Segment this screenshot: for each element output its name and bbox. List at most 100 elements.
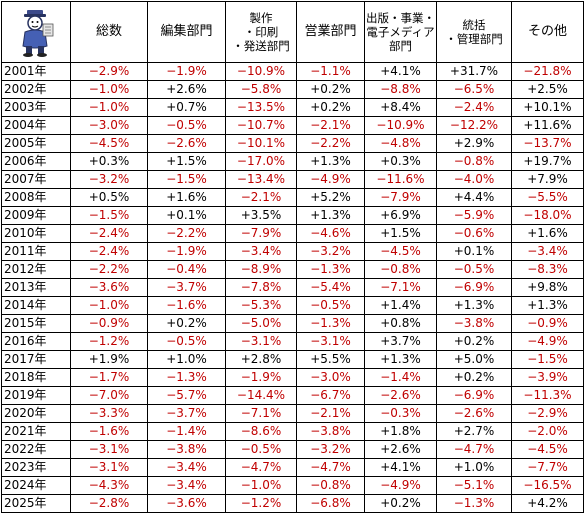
value-cell: −0.3% [364,404,437,423]
value-cell: −8.3% [511,260,584,279]
table-row: 2020年 −3.3% −3.7% −7.1% −2.1% −0.3% −2.6% −2.9% [1,404,584,423]
header-line: 編集部門 [160,24,213,39]
value-cell: −10.1% [225,134,297,153]
year-cell: 2018年 [1,368,71,387]
value-cell: −7.7% [511,458,584,477]
value-cell: −4.3% [70,476,148,495]
value-cell: −6.7% [296,386,365,405]
value-cell: +31.7% [436,62,512,81]
value-cell: +2.6% [147,80,226,99]
value-cell: −11.6% [364,170,437,189]
table-row: 2022年 −3.1% −3.8% −0.5% −3.2% +2.6% −4.7% −4.5% [1,440,584,459]
header-line: 部門 [389,39,412,53]
table-row: 2013年 −3.6% −3.7% −7.8% −5.4% −7.1% −6.9% +9.8% [1,278,584,297]
table-row: 2017年 +1.9% +1.0% +2.8% +5.5% +1.3% +5.0% −1.5% [1,350,584,369]
value-cell: −1.0% [70,80,148,99]
value-cell: −5.4% [296,278,365,297]
value-cell: −4.9% [511,332,584,351]
value-cell: −1.3% [147,368,226,387]
year-cell: 2022年 [1,440,71,459]
value-cell: −8.8% [364,80,437,99]
value-cell: −0.8% [436,152,512,171]
header-line: ・印刷 [243,25,279,39]
value-cell: +0.7% [147,98,226,117]
value-cell: −18.0% [511,206,584,225]
value-cell: −10.9% [225,62,297,81]
value-cell: −8.9% [225,260,297,279]
value-cell: −13.4% [225,170,297,189]
year-cell: 2013年 [1,278,71,297]
header-line: 出版・事業・ [366,11,435,25]
value-cell: −2.2% [147,224,226,243]
table-row: 2016年 −1.2% −0.5% −3.1% −3.1% +3.7% +0.2% −4.9% [1,332,584,351]
value-cell: −1.3% [436,494,512,513]
header-line: 統括 [462,18,486,32]
value-cell: +5.5% [296,350,365,369]
value-cell: −1.6% [147,296,226,315]
value-cell: +1.3% [436,296,512,315]
table-row: 2008年 +0.5% +1.6% −2.1% +5.2% −7.9% +4.4% −5.5% [1,188,584,207]
value-cell: +0.2% [436,332,512,351]
table-row: 2004年 −3.0% −0.5% −10.7% −2.1% −10.9% −12.2% +1… [1,116,584,135]
value-cell: −3.8% [436,314,512,333]
value-cell: −1.4% [147,422,226,441]
value-cell: −7.1% [225,404,297,423]
value-cell: −6.8% [296,494,365,513]
year-cell: 2004年 [1,116,71,135]
value-cell: +0.2% [296,98,365,117]
value-cell: −4.5% [511,440,584,459]
value-cell: −2.2% [296,134,365,153]
value-cell: +4.2% [511,494,584,513]
value-cell: −2.6% [147,134,226,153]
value-cell: +19.7% [511,152,584,171]
value-cell: −0.5% [436,260,512,279]
value-cell: +2.7% [436,422,512,441]
value-cell: −3.0% [70,116,148,135]
corner-cell [1,1,71,63]
value-cell: −1.3% [296,314,365,333]
year-cell: 2015年 [1,314,71,333]
value-cell: −1.5% [70,206,148,225]
value-cell: −2.1% [296,116,365,135]
column-header: その他 [511,1,584,63]
value-cell: +0.3% [70,152,148,171]
year-cell: 2011年 [1,242,71,261]
value-cell: +6.9% [364,206,437,225]
value-cell: +1.3% [296,152,365,171]
value-cell: +0.3% [364,152,437,171]
value-cell: −1.0% [70,296,148,315]
table-row: 2001年 −2.9% −1.9% −10.9% −1.1% +4.1% +31.7% −21… [1,62,584,81]
value-cell: −2.4% [70,242,148,261]
value-cell: −13.7% [511,134,584,153]
value-cell: −12.2% [436,116,512,135]
year-cell: 2012年 [1,260,71,279]
column-header: 統括 ・管理部門 [436,1,512,63]
value-cell: −8.6% [225,422,297,441]
table-row: 2006年 +0.3% +1.5% −17.0% +1.3% +0.3% −0.8% +19.… [1,152,584,171]
value-cell: −1.5% [147,170,226,189]
year-cell: 2020年 [1,404,71,423]
value-cell: −10.7% [225,116,297,135]
header-line: 営業部門 [304,24,357,39]
value-cell: +1.3% [296,206,365,225]
value-cell: −1.7% [70,368,148,387]
value-cell: −0.5% [147,332,226,351]
value-cell: +4.1% [364,62,437,81]
value-cell: +2.9% [436,134,512,153]
value-cell: +1.6% [147,188,226,207]
value-cell: −3.4% [225,242,297,261]
value-cell: +7.9% [511,170,584,189]
header-line: ・管理部門 [445,32,503,46]
column-header: 出版・事業・ 電子メディア 部門 [364,1,437,63]
value-cell: −3.2% [70,170,148,189]
value-cell: −3.4% [511,242,584,261]
value-cell: −1.1% [296,62,365,81]
value-cell: −5.5% [511,188,584,207]
value-cell: −7.1% [364,278,437,297]
value-cell: −0.5% [296,296,365,315]
value-cell: −11.3% [511,386,584,405]
value-cell: −1.9% [147,62,226,81]
year-cell: 2025年 [1,494,71,513]
